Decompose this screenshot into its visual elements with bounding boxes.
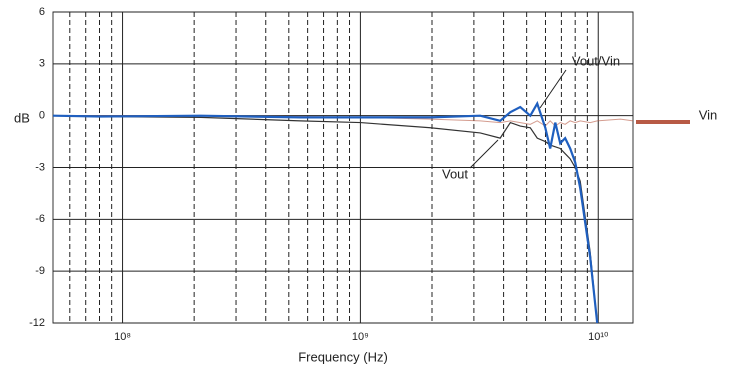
y-tick-label: 6 [39,6,45,18]
x-tick-label: 10⁹ [352,331,369,343]
leader-line [469,139,499,169]
y-tick-label: -6 [35,213,45,225]
x-axis-label: Frequency (Hz) [298,349,388,364]
y-tick-label: -12 [29,317,45,329]
annotation: Vin [699,107,718,122]
leader-line [539,69,567,109]
y-tick-label: -3 [35,161,45,173]
x-tick-label: 10⁸ [114,331,131,343]
y-tick-label: -9 [35,265,45,277]
y-axis-label: dB [14,110,30,125]
series-line [52,100,599,324]
series-line [52,115,598,324]
annotation: Vout/Vin [572,53,620,68]
x-tick-label: 10¹⁰ [588,331,609,343]
annotation: Vout [442,166,468,181]
y-tick-label: 3 [39,58,45,70]
y-tick-label: 0 [39,110,45,122]
